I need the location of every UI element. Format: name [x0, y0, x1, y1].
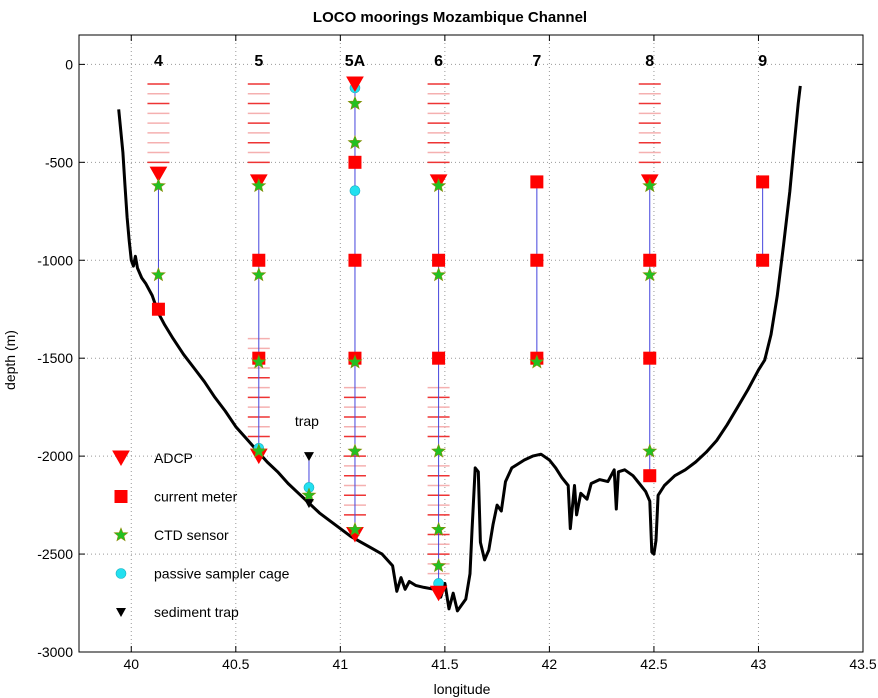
mooring-label: 6	[434, 53, 443, 70]
adcp-marker	[346, 76, 364, 92]
ctd-marker	[642, 443, 658, 458]
current-meter-marker	[643, 469, 657, 483]
current-meter-marker	[756, 175, 770, 189]
legend-label: passive sampler cage	[154, 566, 290, 582]
y-tick-label: -1000	[37, 252, 73, 268]
ctd-marker	[151, 267, 166, 282]
mooring-label: 5	[254, 53, 263, 70]
mooring-label: 4	[154, 53, 163, 70]
y-tick-label: -500	[45, 154, 73, 170]
x-tick-label: 42.5	[640, 656, 667, 672]
x-tick-label: 43	[751, 656, 767, 672]
current-meter-marker	[756, 253, 770, 267]
ctd-marker	[150, 177, 166, 193]
y-tick-label: 0	[65, 56, 73, 72]
bathymetry-group	[117, 85, 802, 613]
sediment-trap-marker	[303, 499, 314, 509]
ctd-marker	[347, 354, 363, 369]
sediment-trap-marker	[303, 452, 314, 462]
x-tick-label: 43.5	[849, 656, 876, 672]
y-tick-label: -2000	[37, 448, 73, 464]
mooring-label: 7	[532, 53, 541, 70]
current-meter-marker	[530, 175, 544, 189]
x-axis-label: longitude	[434, 681, 491, 697]
legend-item-ctd: CTD sensor	[113, 527, 229, 543]
current-meter-marker	[530, 253, 544, 267]
current-meter-marker	[151, 302, 165, 316]
ctd-marker	[301, 487, 317, 502]
annotation-label: trap	[295, 413, 319, 429]
current-meter-marker	[348, 155, 362, 169]
x-tick-label: 40.5	[222, 656, 249, 672]
legend-item-trap: sediment trap	[116, 604, 239, 620]
axes-frame	[78, 34, 864, 653]
legend-label: ADCP	[154, 450, 193, 466]
mooring-8: 8	[638, 53, 661, 483]
current-meter-marker	[432, 253, 446, 267]
legend-item-adcp: ADCP	[112, 450, 193, 467]
x-tick-label: 41.5	[431, 656, 458, 672]
ctd-marker	[251, 354, 267, 369]
adcp-marker	[429, 585, 448, 602]
mooring-label: 9	[758, 53, 767, 70]
current-meter-marker	[643, 253, 657, 267]
sediment-trap-marker	[116, 608, 126, 617]
ctd-marker	[529, 354, 545, 369]
ctd-marker	[113, 527, 129, 542]
x-tick-label: 41	[333, 656, 349, 672]
ctd-marker	[431, 267, 447, 282]
x-tick-label: 42	[542, 656, 558, 672]
legend-label: sediment trap	[154, 604, 239, 620]
current-meter-marker	[252, 253, 266, 267]
adcp-marker	[112, 450, 130, 467]
passive-sampler-marker	[115, 568, 127, 579]
current-meter-marker	[114, 490, 128, 503]
y-tick-label: -2500	[37, 546, 73, 562]
mooring-4: 4	[147, 53, 170, 316]
ctd-marker	[431, 443, 447, 458]
ctd-marker	[347, 521, 363, 536]
ctd-marker	[251, 443, 267, 458]
ctd-marker	[431, 557, 447, 573]
ctd-marker	[347, 443, 363, 458]
legend-item-passive: passive sampler cage	[115, 566, 290, 582]
x-tick-label: 40	[123, 656, 139, 672]
y-tick-label: -3000	[37, 644, 73, 660]
mooring-6: 6	[427, 53, 450, 602]
mooring-label: 8	[645, 53, 654, 70]
current-meter-marker	[348, 253, 362, 267]
ctd-marker	[347, 95, 363, 110]
plot-area: 4 5 5A 6 7 8 9 trap 40 40.5 41 41.5 42 42.5 43 43.5 0 -50…	[37, 34, 877, 672]
legend-item-current_meter: current meter	[114, 489, 238, 505]
y-tick-label: -1500	[37, 350, 73, 366]
ctd-marker	[431, 177, 447, 193]
ctd-marker	[642, 177, 658, 193]
legend-label: current meter	[154, 489, 238, 505]
ctd-marker	[431, 521, 447, 536]
mooring-trap	[301, 452, 317, 509]
bathymetry-line	[117, 85, 802, 613]
ctd-marker	[251, 177, 267, 193]
chart-title: LOCO moorings Mozambique Channel	[313, 9, 587, 26]
legend: ADCP current meter CTD sensor passive sampl…	[112, 450, 290, 620]
current-meter-marker	[432, 351, 446, 365]
y-axis-label: depth (m)	[2, 330, 18, 390]
mooring-7: 7	[529, 53, 545, 369]
ctd-marker	[347, 134, 363, 150]
mooring-label: 5A	[345, 53, 366, 70]
mooring-5: 5	[247, 53, 270, 465]
legend-label: CTD sensor	[154, 527, 229, 543]
current-meter-marker	[643, 351, 657, 365]
adcp-marker	[149, 166, 168, 183]
mooring-5A: 5A	[343, 53, 366, 543]
ctd-marker	[251, 267, 267, 282]
ctd-marker	[642, 267, 658, 282]
tick-group: 40 40.5 41 41.5 42 42.5 43 43.5 0 -500 -1000 -1500 -…	[37, 35, 877, 672]
passive-sampler-marker	[349, 185, 361, 197]
mooring-9: 9	[756, 53, 770, 267]
